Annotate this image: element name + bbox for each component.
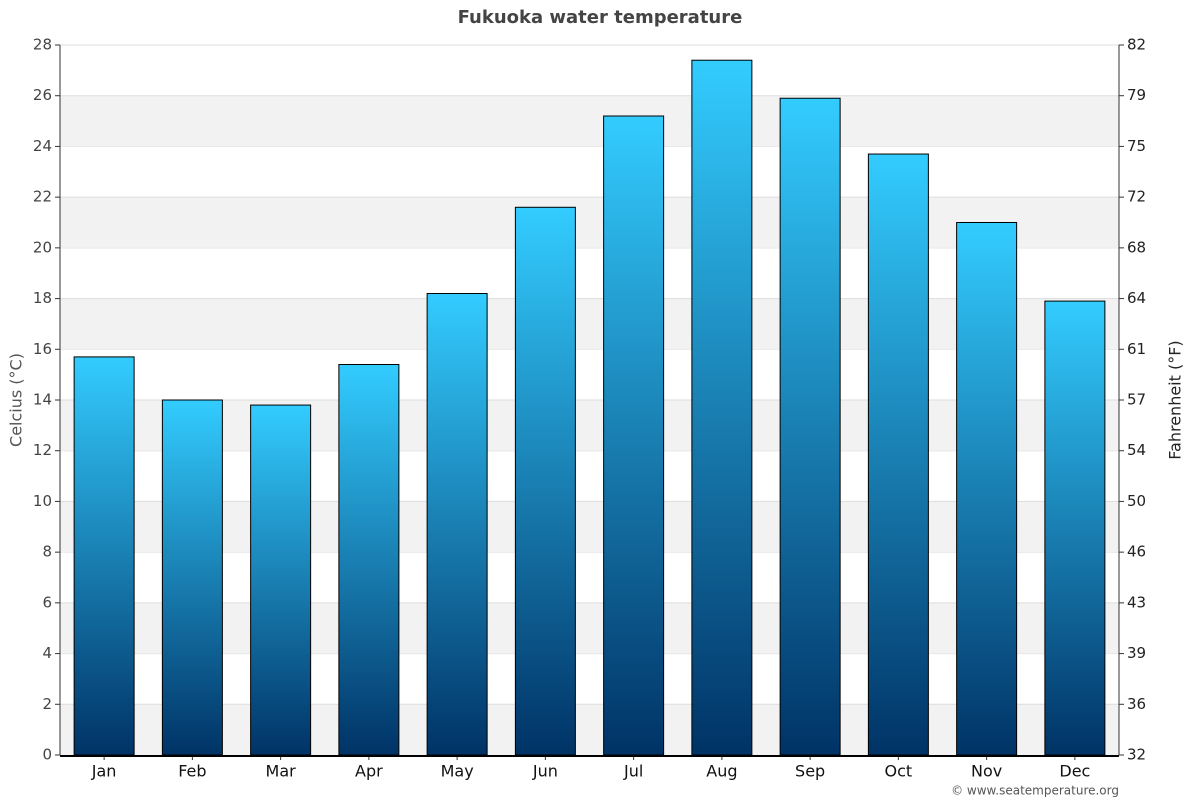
y-tick-label: 26 (33, 86, 52, 104)
x-tick-label: Mar (266, 762, 297, 781)
bar (603, 115, 665, 756)
y-tick-label: 2 (42, 695, 52, 713)
bar (779, 97, 841, 756)
grid-band (60, 501, 1119, 553)
bar (426, 293, 488, 756)
grid-band (60, 95, 1119, 147)
y-tick-label: 6 (42, 593, 52, 611)
y2-tick-label: 39 (1127, 644, 1146, 662)
x-tick-label: Feb (178, 762, 206, 781)
y2-tick-label: 32 (1127, 746, 1146, 764)
bar (250, 404, 312, 756)
bar (161, 399, 223, 756)
chart-title: Fukuoka water temperature (458, 7, 743, 28)
bar (514, 206, 576, 756)
x-tick-label: Aug (706, 762, 737, 781)
y2-tick-label: 79 (1127, 86, 1146, 104)
y2-tick-label: 46 (1127, 543, 1146, 561)
y-tick-label: 20 (33, 238, 52, 256)
x-tick-label: Sep (795, 762, 825, 781)
y2-tick-label: 68 (1127, 238, 1146, 256)
y-tick-label: 18 (33, 289, 52, 307)
bar (956, 222, 1018, 756)
x-tick-label: Apr (355, 762, 383, 781)
y-tick-label: 0 (42, 746, 52, 764)
x-tick-label: Oct (885, 762, 913, 781)
y-tick-label: 12 (33, 441, 52, 459)
y-tick-label: 16 (33, 340, 52, 358)
y2-tick-label: 43 (1127, 593, 1146, 611)
y2-tick-label: 50 (1127, 492, 1146, 510)
grid-band (60, 704, 1119, 755)
x-tick-label: Nov (971, 762, 1002, 781)
x-tick-label: May (441, 762, 474, 781)
grid-band (60, 602, 1119, 654)
grid-band (60, 298, 1119, 350)
y2-tick-label: 54 (1127, 441, 1146, 459)
y-tick-label: 22 (33, 188, 52, 206)
y2-tick-label: 72 (1127, 188, 1146, 206)
y2-tick-label: 36 (1127, 695, 1146, 713)
bar (73, 356, 135, 756)
y-tick-label: 4 (42, 644, 52, 662)
x-tick-label: Jan (91, 762, 117, 781)
y-axis-title: Celcius (°C) (7, 353, 26, 447)
grid-band (60, 197, 1119, 248)
y-tick-label: 24 (33, 137, 52, 155)
y2-axis-title: Fahrenheit (°F) (1166, 340, 1185, 459)
bar (867, 153, 929, 756)
y-tick-label: 14 (33, 391, 52, 409)
bar (691, 59, 753, 756)
grid-band (60, 400, 1119, 451)
x-tick-label: Jul (623, 762, 643, 781)
bar (338, 364, 400, 756)
y2-tick-label: 61 (1127, 340, 1146, 358)
y2-tick-label: 82 (1127, 36, 1146, 54)
y2-tick-label: 75 (1127, 137, 1146, 155)
y-tick-label: 28 (33, 36, 52, 54)
y-tick-label: 8 (42, 543, 52, 561)
credit: © www.seatemperature.org (951, 784, 1119, 798)
y-tick-label: 10 (33, 492, 52, 510)
bar (1044, 300, 1106, 756)
x-tick-label: Dec (1059, 762, 1090, 781)
x-tick-label: Jun (532, 762, 558, 781)
y2-tick-label: 57 (1127, 391, 1146, 409)
y2-tick-label: 64 (1127, 289, 1146, 307)
